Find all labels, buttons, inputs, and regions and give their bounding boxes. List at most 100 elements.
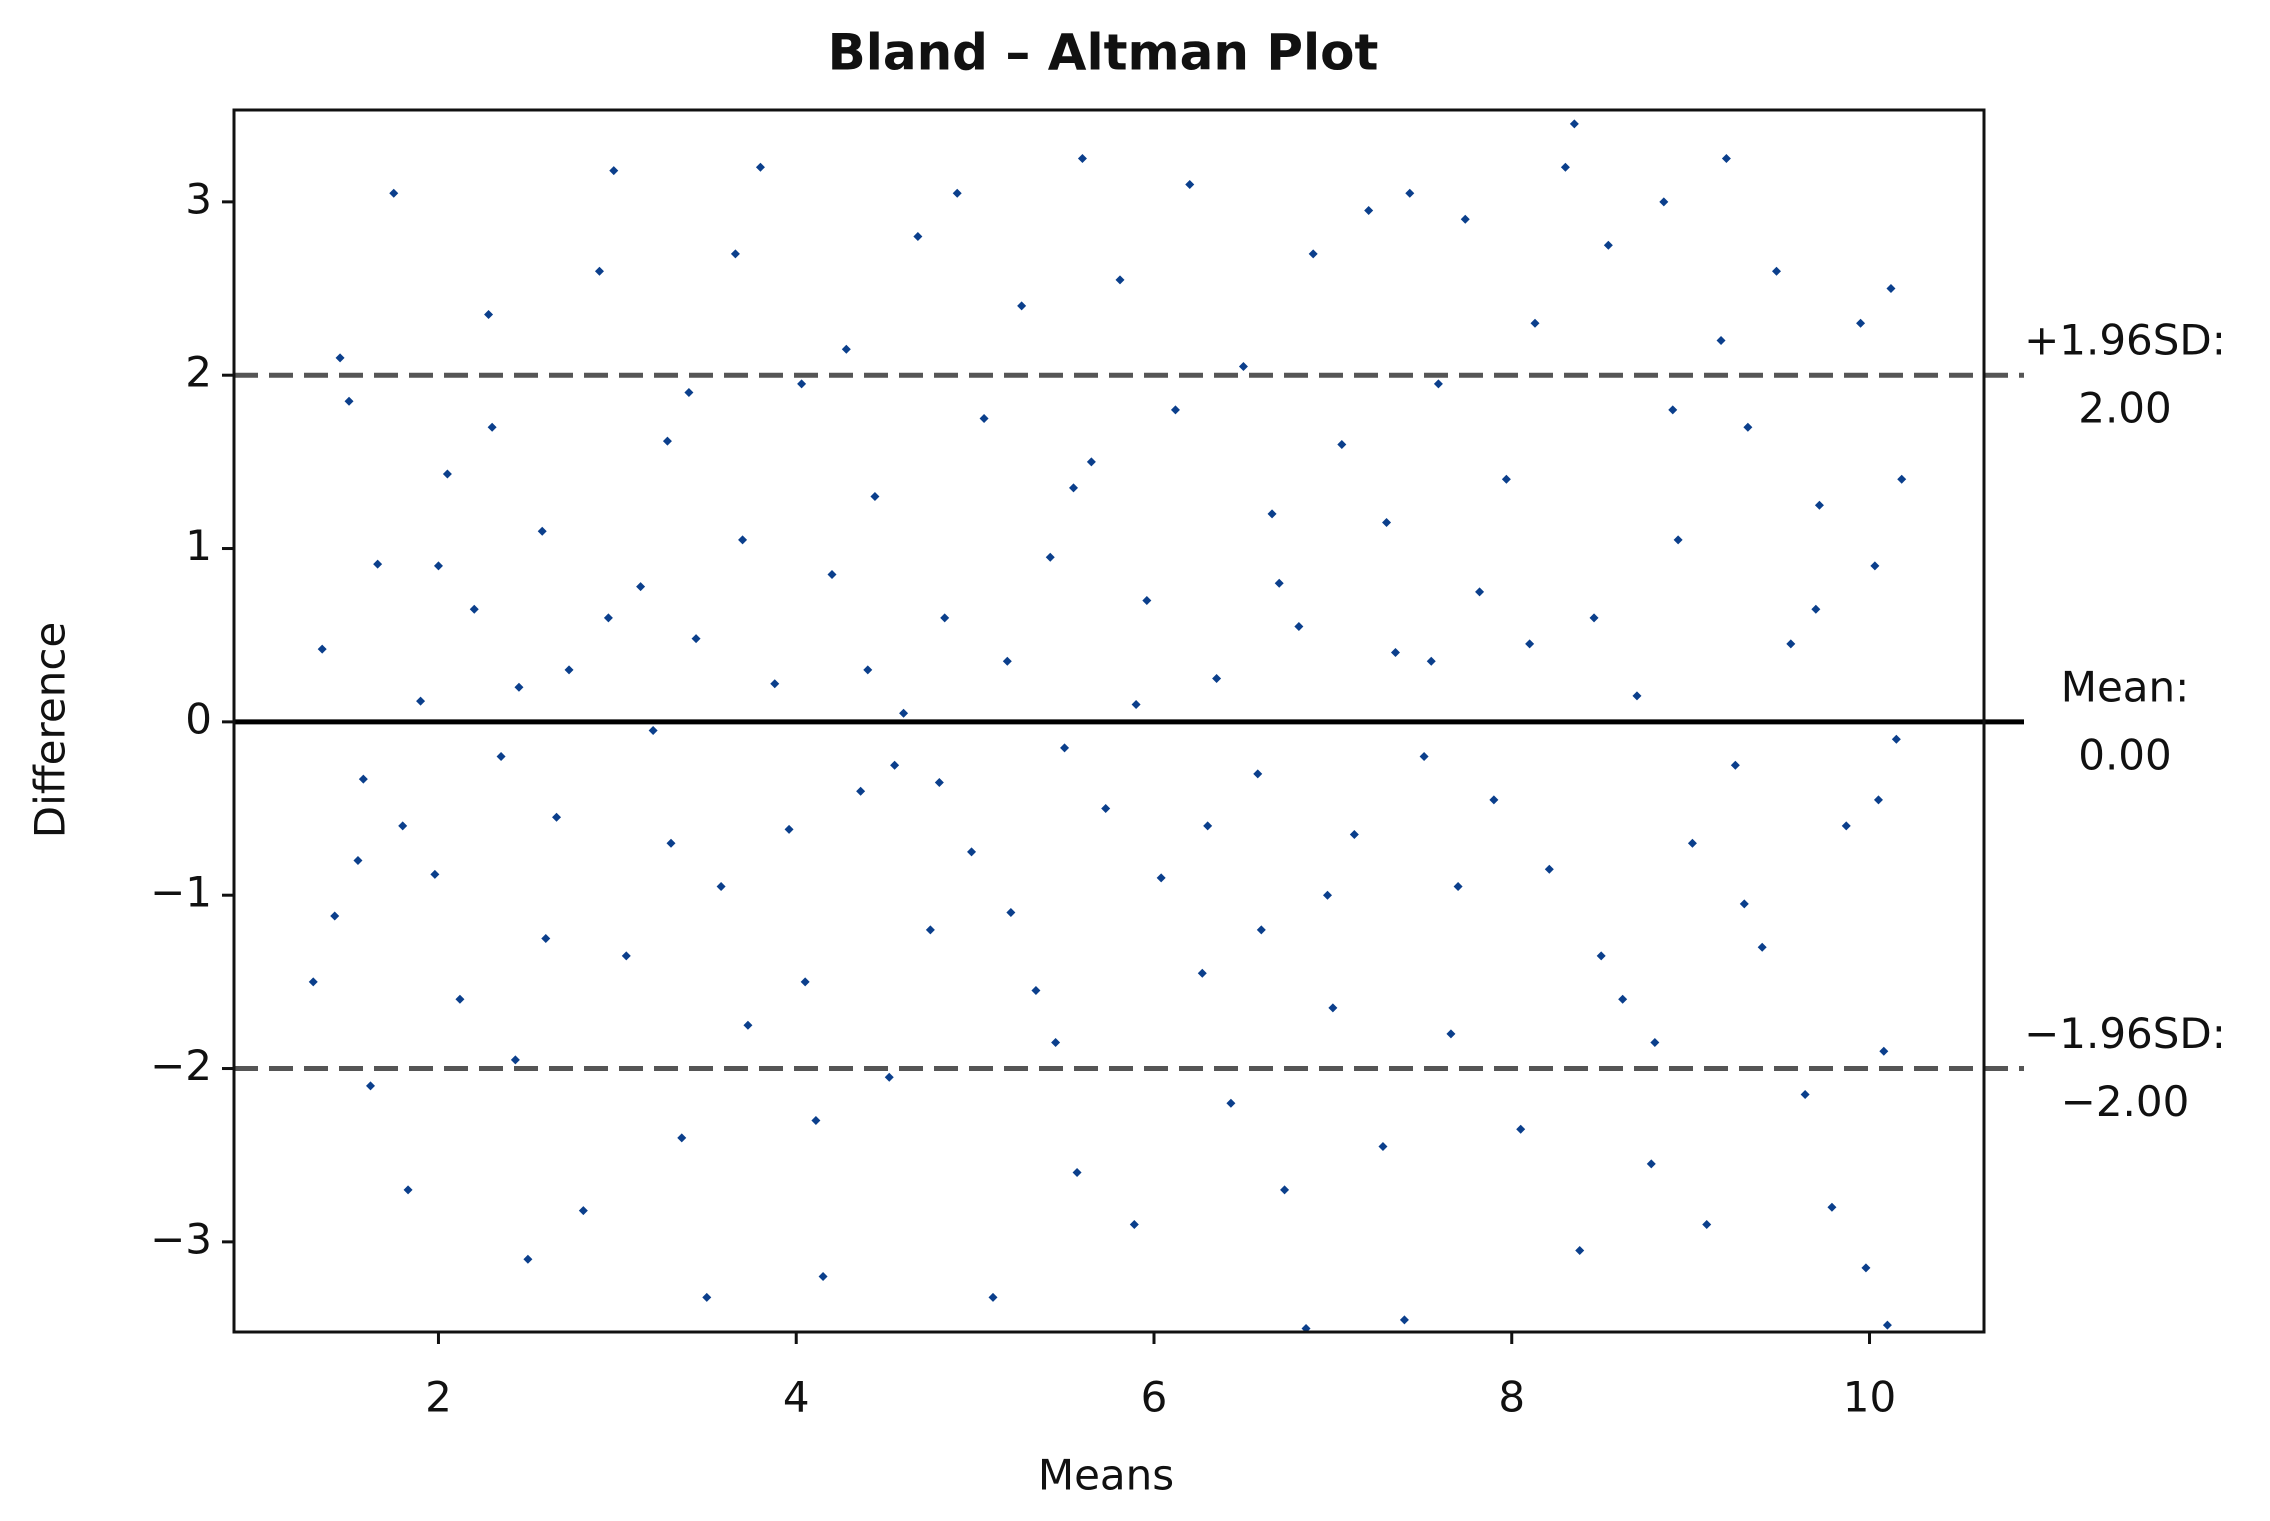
data-point xyxy=(1185,180,1195,190)
data-point xyxy=(335,353,345,363)
data-point xyxy=(1378,1142,1388,1152)
data-point xyxy=(330,911,340,921)
data-point xyxy=(344,396,354,406)
data-point xyxy=(1560,162,1570,172)
data-point xyxy=(934,778,944,788)
data-point xyxy=(811,1116,821,1126)
data-point xyxy=(1226,1098,1236,1108)
data-point xyxy=(899,708,909,718)
data-point xyxy=(1603,240,1613,250)
data-point xyxy=(730,249,740,259)
data-point xyxy=(1131,700,1141,710)
data-point xyxy=(1460,214,1470,224)
data-point xyxy=(578,1206,588,1216)
data-point xyxy=(1267,509,1277,519)
data-point xyxy=(940,613,950,623)
data-point xyxy=(1101,804,1111,814)
y-axis-label: Difference xyxy=(26,622,75,839)
x-tick-label: 6 xyxy=(1141,1373,1168,1422)
x-tick-label: 8 xyxy=(1498,1373,1525,1422)
data-point xyxy=(1045,552,1055,562)
data-point xyxy=(1280,1185,1290,1195)
data-point xyxy=(403,1185,413,1195)
data-point xyxy=(1017,301,1027,311)
x-tick-label: 2 xyxy=(425,1373,452,1422)
data-point xyxy=(884,1072,894,1082)
data-point xyxy=(1072,1168,1082,1178)
data-point xyxy=(1814,500,1824,510)
data-point xyxy=(1294,622,1304,632)
x-axis-label: Means xyxy=(1038,1451,1174,1500)
data-point xyxy=(514,682,524,692)
data-point xyxy=(988,1292,998,1302)
x-tick-label: 4 xyxy=(783,1373,810,1422)
data-point xyxy=(484,310,494,320)
data-point xyxy=(1364,206,1374,216)
data-point xyxy=(1197,968,1207,978)
data-point xyxy=(863,665,873,675)
data-point xyxy=(1051,1038,1061,1048)
data-point xyxy=(1516,1124,1526,1134)
data-point xyxy=(738,535,748,545)
y-tick-label: −2 xyxy=(150,1041,212,1090)
data-point xyxy=(1811,604,1821,614)
data-point xyxy=(1702,1220,1712,1230)
y-tick-label: 0 xyxy=(185,694,212,743)
data-point xyxy=(1489,795,1499,805)
data-point xyxy=(1757,942,1767,952)
data-point xyxy=(890,760,900,770)
y-tick-label: 2 xyxy=(185,348,212,397)
data-point xyxy=(743,1020,753,1030)
data-point xyxy=(784,824,794,834)
data-point xyxy=(1530,318,1540,328)
reference-line-value: 2.00 xyxy=(2078,384,2172,433)
data-point xyxy=(691,634,701,644)
reference-line-value: 0.00 xyxy=(2078,730,2172,779)
data-point xyxy=(455,994,465,1004)
data-point xyxy=(1730,760,1740,770)
data-point xyxy=(1337,440,1347,450)
data-point xyxy=(594,266,604,276)
data-point xyxy=(1077,154,1087,164)
data-point xyxy=(1687,838,1697,848)
data-point xyxy=(1060,743,1070,753)
data-point xyxy=(1426,656,1436,666)
data-point xyxy=(1308,249,1318,259)
data-point xyxy=(537,526,547,536)
data-point xyxy=(1873,795,1883,805)
data-point xyxy=(913,232,923,242)
data-point xyxy=(1739,899,1749,909)
data-point xyxy=(1453,882,1463,892)
data-point xyxy=(870,492,880,502)
data-point xyxy=(856,786,866,796)
data-point xyxy=(716,882,726,892)
data-point xyxy=(1419,752,1429,762)
data-point xyxy=(487,422,497,432)
data-point xyxy=(1212,674,1222,684)
data-point xyxy=(1006,908,1016,918)
data-point xyxy=(510,1055,520,1065)
data-point xyxy=(1068,483,1078,493)
data-point xyxy=(1156,873,1166,883)
data-point xyxy=(1399,1315,1409,1325)
data-point xyxy=(1800,1090,1810,1100)
data-point xyxy=(353,856,363,866)
data-point xyxy=(433,561,443,571)
data-point xyxy=(1882,1320,1892,1330)
data-point xyxy=(1841,821,1851,831)
data-point xyxy=(1618,994,1628,1004)
data-point xyxy=(1589,613,1599,623)
chart-title: Bland – Altman Plot xyxy=(828,24,1379,82)
data-point xyxy=(1544,864,1554,874)
data-point xyxy=(1646,1159,1656,1169)
data-point xyxy=(430,869,440,879)
data-point xyxy=(564,665,574,675)
data-point xyxy=(1433,379,1443,389)
data-point xyxy=(662,436,672,446)
data-point xyxy=(1238,362,1248,372)
data-point xyxy=(827,570,837,580)
data-point xyxy=(1129,1220,1139,1230)
x-tick-label: 10 xyxy=(1843,1373,1896,1422)
data-point xyxy=(621,951,631,961)
